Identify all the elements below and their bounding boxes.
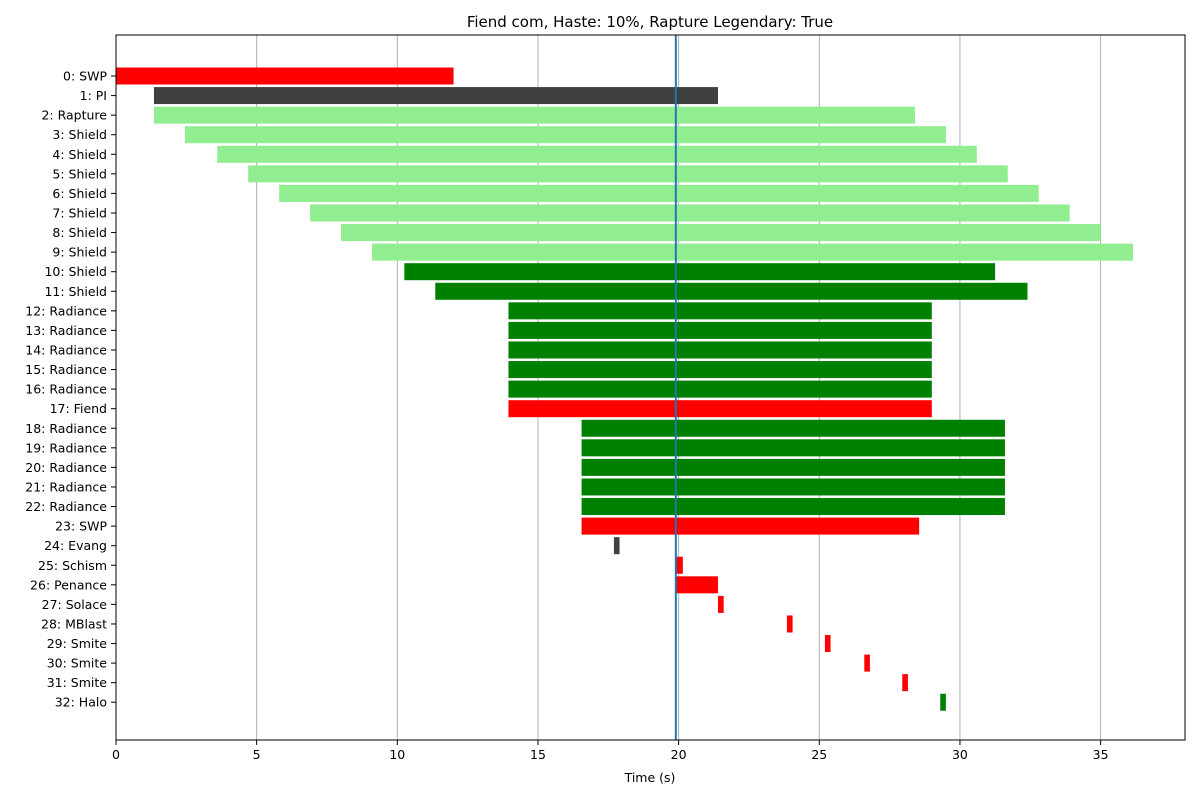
y-tick-label: 30: Smite <box>47 656 108 671</box>
bar <box>153 87 719 105</box>
bar <box>184 126 946 144</box>
y-tick-label: 14: Radiance <box>25 342 107 357</box>
y-tick-label: 20: Radiance <box>25 460 107 475</box>
x-tick-label: 30 <box>952 747 968 762</box>
bar <box>675 576 719 594</box>
bar <box>864 654 870 672</box>
y-tick-label: 3: Shield <box>52 127 107 142</box>
x-tick-label: 15 <box>530 747 546 762</box>
x-ticks: 0 5 10 15 20 25 30 35 <box>112 740 1109 762</box>
y-tick-label: 1: PI <box>80 88 107 103</box>
y-tick-label: 26: Penance <box>30 577 107 592</box>
bar <box>902 674 908 692</box>
bar <box>581 419 1005 437</box>
plot-frame <box>115 34 1186 741</box>
bar <box>371 243 1133 261</box>
y-tick-label: 19: Radiance <box>25 440 107 455</box>
bar <box>508 302 932 320</box>
y-tick-label: 32: Halo <box>55 695 107 710</box>
x-tick-label: 25 <box>811 747 827 762</box>
x-tick-label: 0 <box>112 747 120 762</box>
y-tick-label: 6: Shield <box>52 186 107 201</box>
y-tick-label: 5: Shield <box>52 166 107 181</box>
y-tick-label: 16: Radiance <box>25 382 107 397</box>
x-tick-label: 10 <box>389 747 405 762</box>
bar <box>116 67 454 85</box>
bar <box>508 380 932 398</box>
x-axis-label: Time (s) <box>624 770 676 785</box>
bar <box>581 458 1005 476</box>
bars-layer <box>116 35 1133 740</box>
bar <box>217 145 977 163</box>
bar <box>718 595 724 613</box>
bar <box>508 341 932 359</box>
y-tick-label: 9: Shield <box>52 245 107 260</box>
x-tick-label: 5 <box>253 747 261 762</box>
y-tick-label: 10: Shield <box>44 264 107 279</box>
bar <box>341 224 1101 242</box>
y-tick-label: 28: MBlast <box>41 616 107 631</box>
bar <box>508 321 932 339</box>
chart-title: Fiend com, Haste: 10%, Rapture Legendary… <box>467 13 833 31</box>
y-tick-label: 11: Shield <box>44 284 107 299</box>
bar <box>508 400 932 418</box>
y-tick-label: 27: Solace <box>42 597 108 612</box>
x-tick-label: 20 <box>671 747 687 762</box>
bar <box>581 478 1005 496</box>
y-tick-label: 13: Radiance <box>25 323 107 338</box>
y-tick-label: 12: Radiance <box>25 303 107 318</box>
y-tick-label: 22: Radiance <box>25 499 107 514</box>
bar <box>613 537 620 555</box>
bar <box>581 439 1005 457</box>
bar <box>404 263 996 281</box>
bar <box>786 615 793 633</box>
y-tick-label: 8: Shield <box>52 225 107 240</box>
y-tick-label: 2: Rapture <box>41 108 107 123</box>
y-tick-label: 15: Radiance <box>25 362 107 377</box>
bar <box>581 498 1005 516</box>
y-tick-label: 21: Radiance <box>25 479 107 494</box>
bar <box>940 693 946 711</box>
x-tick-label: 35 <box>1093 747 1109 762</box>
y-tick-label: 25: Schism <box>38 558 107 573</box>
y-tick-label: 17: Fiend <box>50 401 107 416</box>
bar <box>675 556 683 574</box>
bar <box>581 517 920 535</box>
bar <box>248 165 1008 183</box>
bar <box>153 106 915 124</box>
y-tick-label: 23: SWP <box>55 519 107 534</box>
y-tick-label: 7: Shield <box>52 205 107 220</box>
bar <box>279 184 1039 202</box>
bar <box>824 635 831 653</box>
bar <box>508 361 932 379</box>
y-tick-label: 24: Evang <box>44 538 107 553</box>
y-tick-label: 4: Shield <box>52 147 107 162</box>
bar <box>310 204 1070 222</box>
y-tick-label: 0: SWP <box>63 69 107 84</box>
y-tick-label: 31: Smite <box>47 675 108 690</box>
y-tick-label: 18: Radiance <box>25 421 107 436</box>
bar <box>435 282 1028 300</box>
y-tick-labels: 0: SWP 1: PI 2: Rapture 3: Shield 4: Shield 5… <box>25 69 116 710</box>
y-tick-label: 29: Smite <box>47 636 108 651</box>
